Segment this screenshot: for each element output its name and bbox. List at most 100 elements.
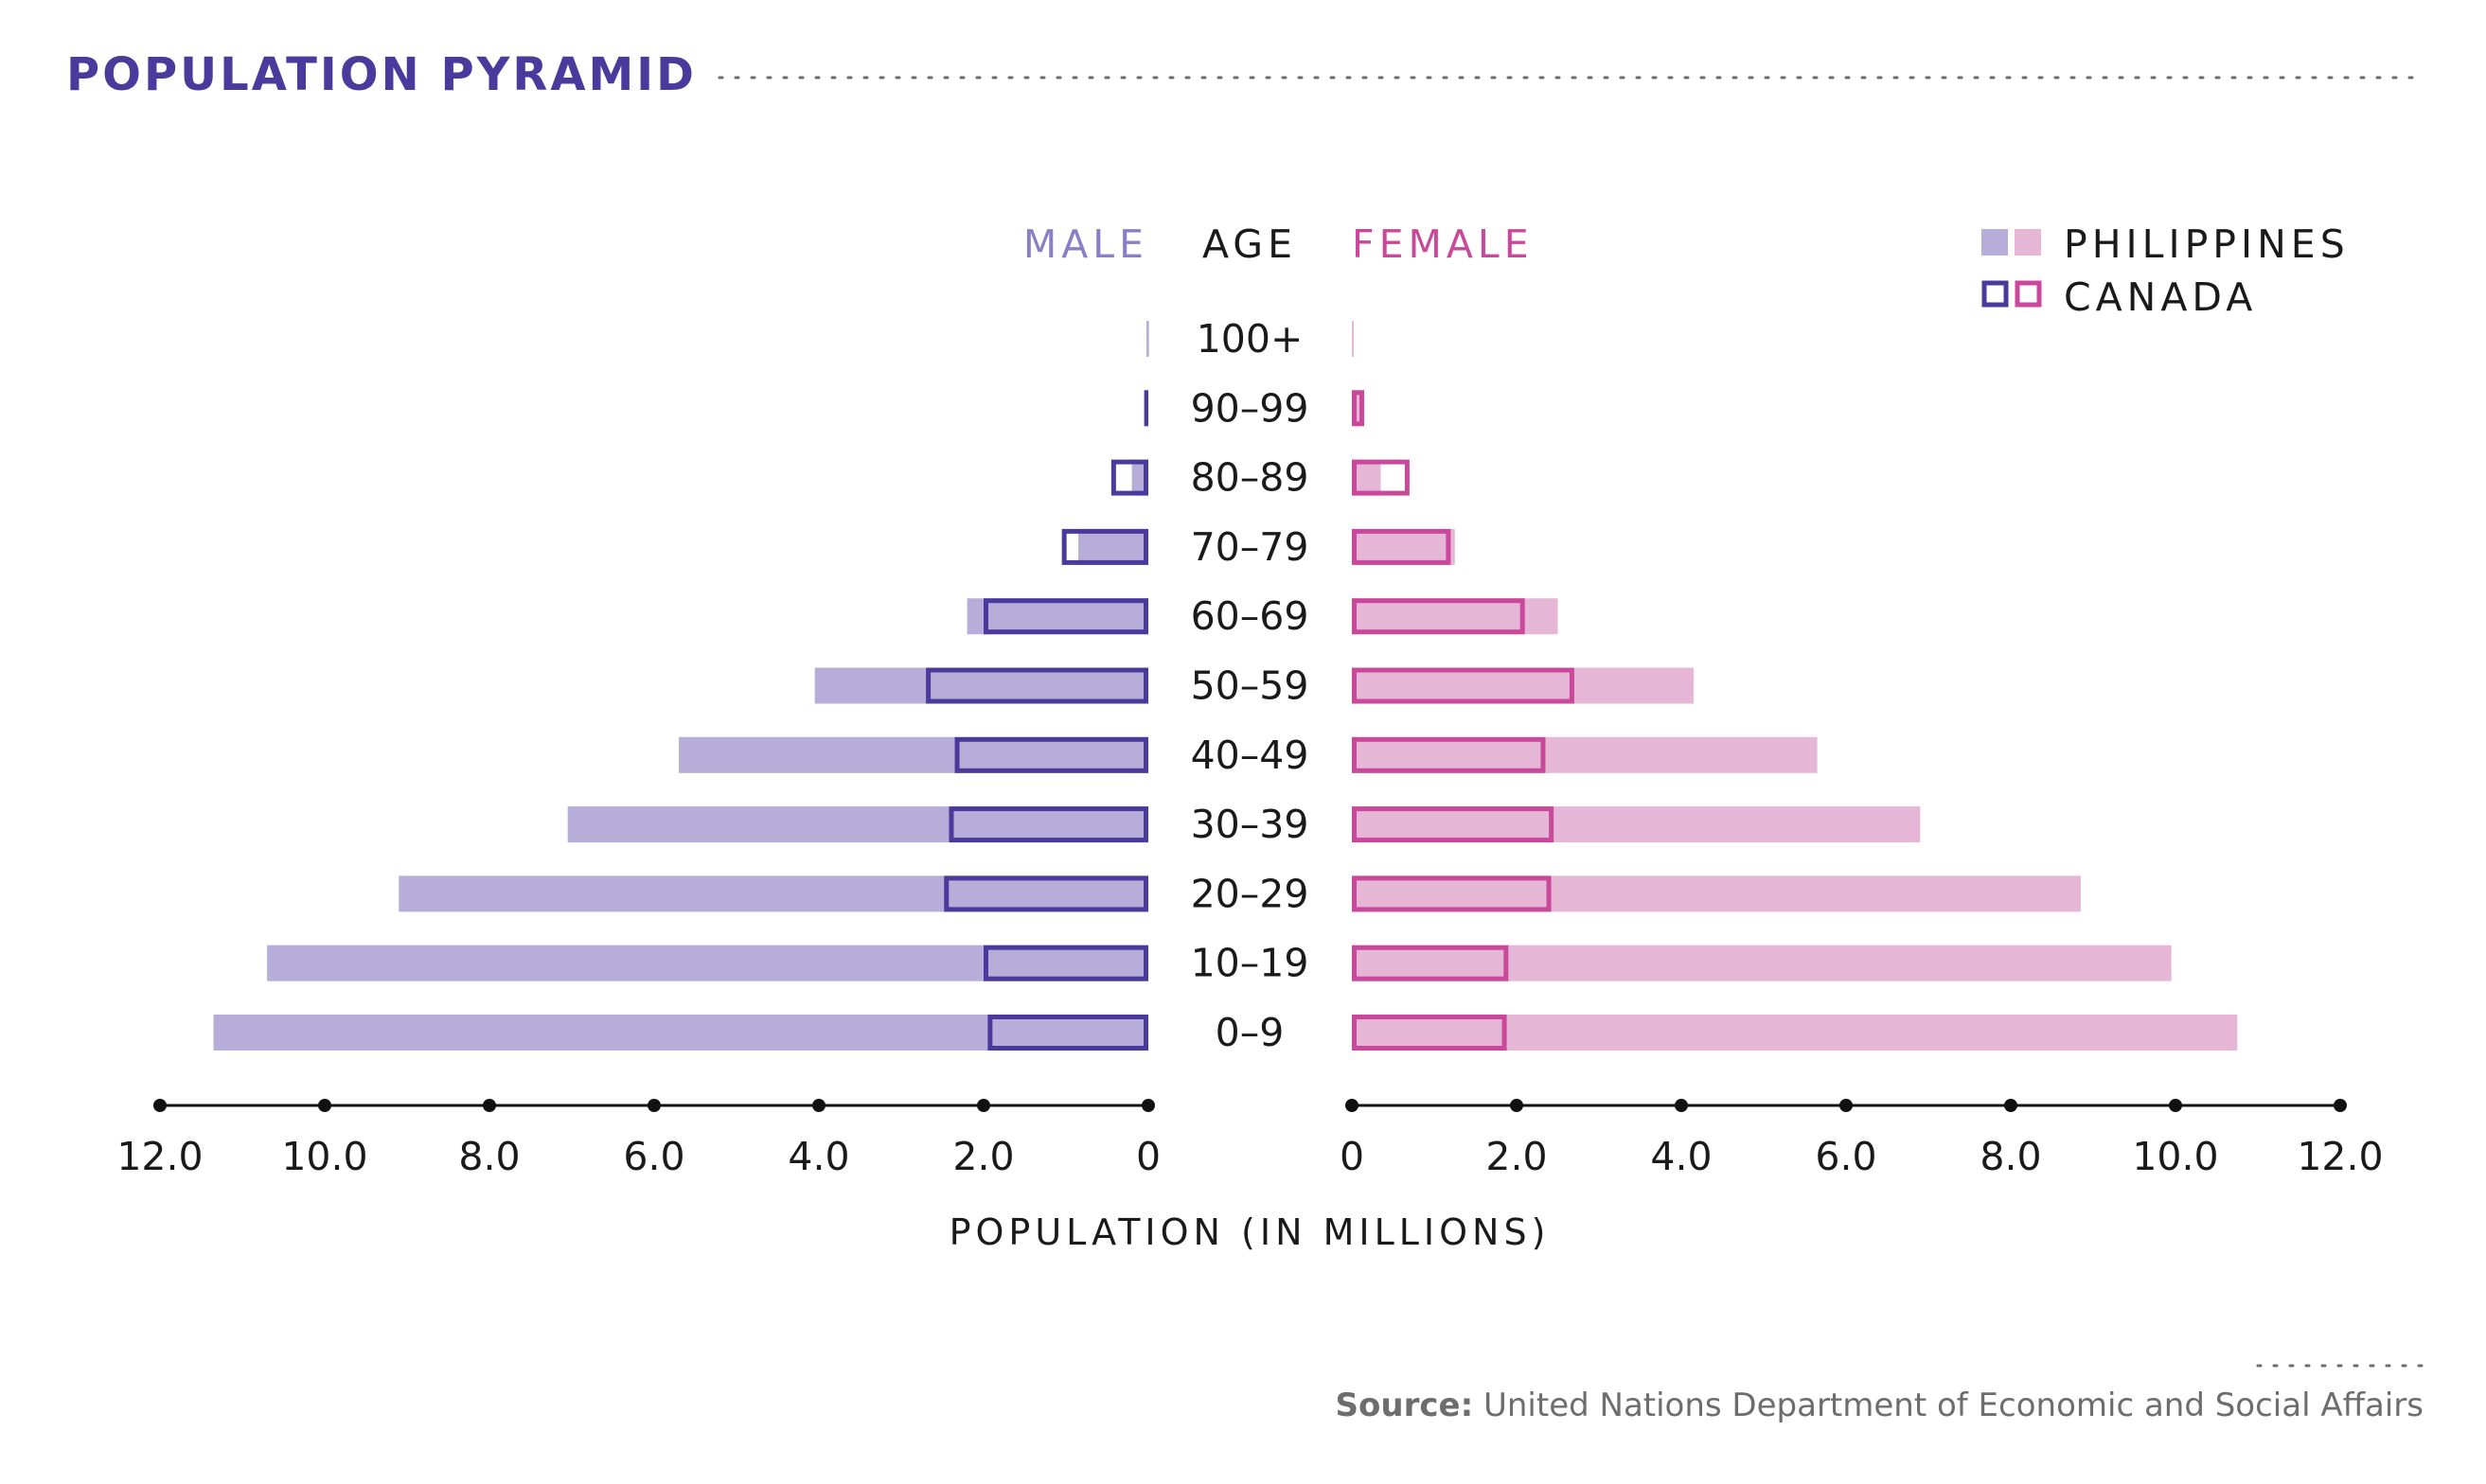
bar-male-canada-30-39 — [949, 806, 1149, 843]
legend-philippines-label: PHILIPPINES — [2064, 221, 2350, 267]
axis-tick-dot-male — [318, 1099, 331, 1112]
bar-female-canada-100plus — [1352, 321, 1354, 357]
bar-male-philippines-40-49 — [679, 736, 1148, 773]
male-canada-bars — [926, 321, 1149, 1051]
tick-label-male: 12.0 — [116, 1134, 203, 1179]
bar-female-philippines-70-79 — [1352, 528, 1455, 565]
axis-tick-dot-female — [2334, 1099, 2347, 1112]
male-header: MALE — [1023, 221, 1148, 267]
tick-label-female: 10.0 — [2132, 1134, 2218, 1179]
female-header: FEMALE — [1352, 221, 1534, 267]
bar-female-canada-90-99 — [1352, 390, 1365, 427]
bar-female-philippines-50-59 — [1352, 667, 1695, 704]
age-label-20-29: 20–29 — [1191, 871, 1309, 916]
bar-male-canada-20-29 — [944, 875, 1148, 912]
axis-tick-dot-male — [812, 1099, 826, 1112]
tick-label-male: 6.0 — [623, 1134, 684, 1179]
age-label-80-89: 80–89 — [1191, 455, 1309, 501]
bar-female-canada-50-59 — [1352, 667, 1574, 704]
axis-tick-dot-female — [2169, 1099, 2182, 1112]
axis-tick-dot-male — [483, 1099, 496, 1112]
axis-tick-dot-female — [1675, 1099, 1688, 1112]
bar-male-philippines-0-9 — [213, 1015, 1149, 1051]
age-label-70-79: 70–79 — [1191, 524, 1309, 570]
x-axis-female: 0 2.0 4.0 6.0 8.0 10.0 12.0 — [1340, 1099, 2384, 1179]
age-label-30-39: 30–39 — [1191, 802, 1309, 847]
page-title: POPULATION PYRAMID — [66, 48, 697, 101]
bar-female-philippines-10-19 — [1352, 945, 2172, 981]
tick-label-female: 6.0 — [1815, 1134, 1876, 1179]
tick-label-male: 2.0 — [952, 1134, 1014, 1179]
bar-male-canada-90-99 — [1144, 390, 1148, 427]
bar-female-philippines-20-29 — [1352, 875, 2081, 912]
age-label-0-9: 0–9 — [1216, 1010, 1285, 1055]
bar-male-canada-100plus — [1146, 321, 1148, 357]
age-label-60-69: 60–69 — [1191, 593, 1309, 639]
bar-female-canada-70-79 — [1352, 528, 1451, 565]
bar-male-philippines-70-79 — [1078, 528, 1148, 565]
bar-female-canada-40-49 — [1352, 736, 1546, 773]
axis-tick-dot-male — [977, 1099, 990, 1112]
bar-female-canada-30-39 — [1352, 806, 1554, 843]
tick-label-female: 4.0 — [1650, 1134, 1712, 1179]
legend-philippines-female-swatch — [2015, 229, 2041, 256]
legend-canada-male-swatch — [1981, 280, 2009, 308]
tick-label-female: 2.0 — [1485, 1134, 1547, 1179]
bar-female-philippines-40-49 — [1352, 736, 1818, 773]
legend: PHILIPPINES CANADA — [1981, 221, 2350, 320]
age-header: AGE — [1202, 221, 1297, 267]
bar-female-philippines-60-69 — [1352, 598, 1558, 635]
bar-female-canada-80-89 — [1352, 459, 1410, 496]
source-note: Source: United Nations Department of Eco… — [1336, 1387, 2424, 1424]
tick-label-female: 8.0 — [1980, 1134, 2041, 1179]
source-text: United Nations Department of Economic an… — [1483, 1387, 2424, 1424]
bar-male-philippines-10-19 — [267, 945, 1149, 981]
bar-male-canada-10-19 — [984, 945, 1148, 981]
legend-canada-label: CANADA — [2064, 274, 2257, 320]
tick-label-male: 8.0 — [458, 1134, 520, 1179]
bar-male-canada-40-49 — [954, 736, 1148, 773]
bar-male-philippines-60-69 — [967, 598, 1148, 635]
bar-male-philippines-50-59 — [814, 667, 1148, 704]
age-label-50-59: 50–59 — [1191, 663, 1309, 709]
x-axis-male: 0 2.0 4.0 6.0 8.0 10.0 12.0 — [116, 1099, 1161, 1179]
age-label-100plus: 100+ — [1197, 316, 1304, 362]
axis-tick-dot-male — [1142, 1099, 1155, 1112]
age-label-40-49: 40–49 — [1191, 733, 1309, 778]
bar-female-canada-0-9 — [1352, 1015, 1507, 1051]
female-philippines-bars — [1352, 321, 2238, 1051]
axis-tick-dot-female — [2004, 1099, 2017, 1112]
tick-label-male: 0 — [1136, 1134, 1161, 1179]
tick-label-male: 4.0 — [788, 1134, 849, 1179]
male-philippines-bars — [213, 321, 1149, 1051]
bar-female-canada-20-29 — [1352, 875, 1552, 912]
bar-male-canada-0-9 — [987, 1015, 1148, 1051]
axis-tick-dot-female — [1839, 1099, 1853, 1112]
tick-label-female: 0 — [1340, 1134, 1364, 1179]
x-axis-label: POPULATION (IN MILLIONS) — [950, 1211, 1551, 1253]
tick-label-male: 10.0 — [281, 1134, 367, 1179]
bar-male-canada-80-89 — [1110, 459, 1148, 496]
bar-female-philippines-80-89 — [1352, 459, 1381, 496]
bar-male-canada-70-79 — [1061, 528, 1149, 565]
axis-tick-dot-female — [1345, 1099, 1358, 1112]
bar-female-canada-60-69 — [1352, 598, 1525, 635]
bar-female-canada-10-19 — [1352, 945, 1509, 981]
age-label-90-99: 90–99 — [1191, 385, 1309, 431]
bar-male-canada-60-69 — [984, 598, 1148, 635]
legend-canada-female-swatch — [2015, 280, 2042, 308]
bar-male-canada-50-59 — [926, 667, 1148, 704]
axis-tick-dot-female — [1510, 1099, 1523, 1112]
female-canada-bars — [1352, 321, 1574, 1051]
age-labels: 100+ 90–99 80–89 70–79 60–69 50–59 40–49 30–39 2… — [1191, 316, 1309, 1055]
legend-philippines-male-swatch — [1981, 229, 2008, 256]
bar-female-philippines-30-39 — [1352, 806, 1921, 843]
bar-male-philippines-30-39 — [567, 806, 1148, 843]
axis-tick-dot-male — [153, 1099, 167, 1112]
bar-male-philippines-20-29 — [399, 875, 1148, 912]
age-label-10-19: 10–19 — [1191, 941, 1309, 986]
tick-label-female: 12.0 — [2297, 1134, 2383, 1179]
bar-female-philippines-0-9 — [1352, 1015, 2238, 1051]
source-label: Source: — [1336, 1387, 1474, 1424]
